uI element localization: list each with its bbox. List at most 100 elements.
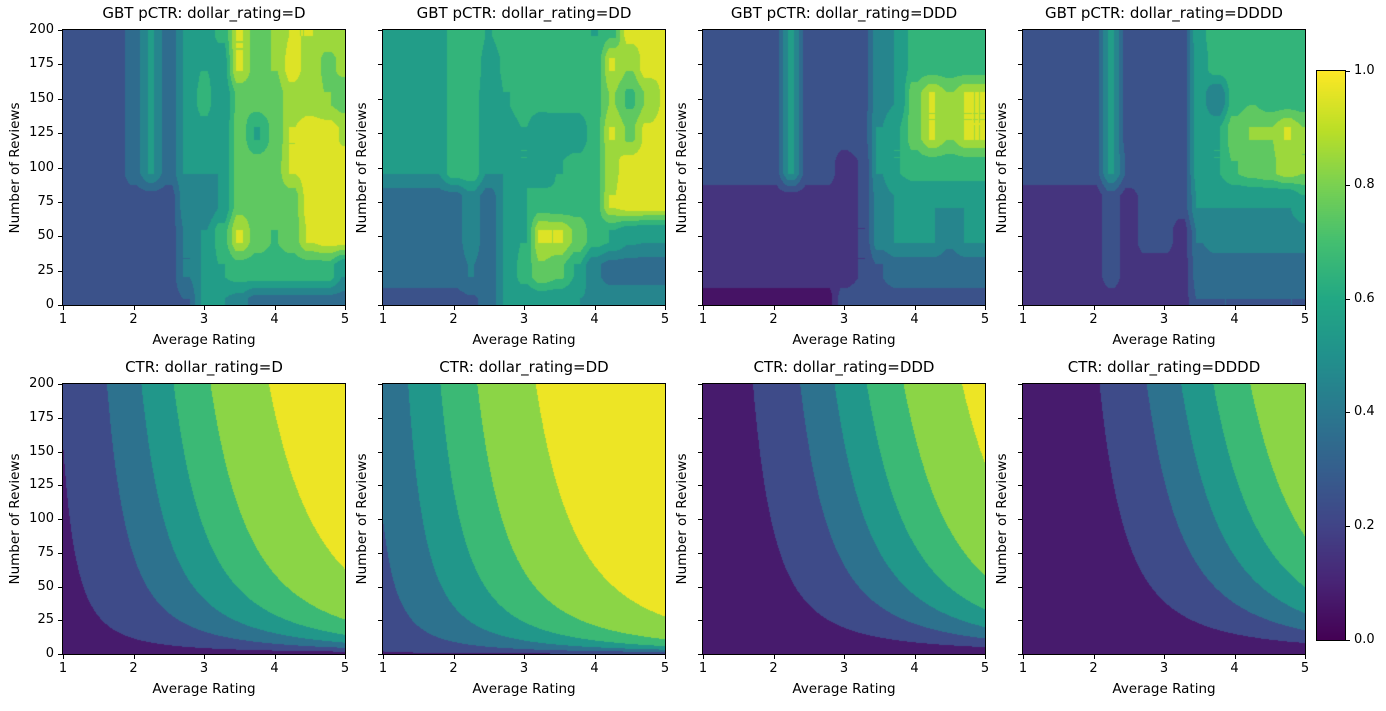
x-tick-label: 2	[769, 312, 778, 327]
y-tick-label: 0	[45, 646, 54, 661]
colorbar-tick-label: 0.8	[1354, 176, 1375, 192]
colorbar-tick-label: 0.0	[1354, 632, 1375, 647]
x-tick-label: 3	[839, 312, 849, 327]
x-tick-label: 2	[129, 312, 138, 327]
y-tick-label: 100	[29, 511, 54, 526]
colorbar	[1316, 70, 1346, 641]
x-tick-label: 5	[340, 661, 350, 676]
y-tick-mark	[58, 270, 62, 272]
y-axis-label: Number of Reviews	[7, 453, 23, 585]
x-tick-mark	[665, 655, 666, 659]
y-tick-mark	[58, 167, 62, 169]
y-tick-label: 50	[37, 578, 54, 594]
y-tick-mark	[698, 305, 702, 306]
x-tick-mark	[204, 306, 205, 310]
y-tick-mark	[378, 133, 382, 135]
y-tick-mark	[1018, 98, 1022, 100]
y-tick-mark	[698, 167, 702, 169]
x-tick-mark	[1305, 306, 1306, 310]
subplot-title: CTR: dollar_rating=DDD	[753, 358, 935, 376]
y-tick-mark	[698, 451, 702, 453]
x-tick-mark	[1093, 306, 1095, 310]
x-tick-mark	[524, 306, 525, 310]
y-tick-mark	[58, 654, 62, 655]
x-tick-label: 3	[199, 312, 209, 327]
y-tick-mark	[698, 201, 702, 203]
x-tick-label: 3	[519, 312, 529, 327]
x-tick-label: 4	[590, 312, 599, 327]
x-tick-mark	[274, 306, 276, 310]
x-tick-mark	[1164, 306, 1165, 310]
x-tick-label: 3	[839, 661, 849, 676]
x-axis-label: Average Rating	[1112, 332, 1216, 348]
subplot-title: GBT pCTR: dollar_rating=DD	[416, 4, 632, 22]
x-tick-label: 5	[660, 661, 670, 676]
y-tick-mark	[378, 236, 382, 238]
x-tick-label: 3	[1159, 661, 1169, 676]
y-tick-mark	[58, 485, 62, 487]
x-tick-mark	[1305, 655, 1306, 659]
x-tick-label: 1	[378, 661, 388, 676]
x-tick-mark	[133, 306, 135, 310]
x-tick-mark	[204, 655, 205, 659]
y-tick-label: 25	[37, 612, 54, 628]
x-tick-mark	[133, 655, 135, 659]
x-tick-mark	[524, 655, 525, 659]
y-tick-mark	[58, 133, 62, 135]
x-tick-mark	[773, 306, 775, 310]
x-tick-label: 1	[698, 312, 708, 327]
x-tick-mark	[773, 655, 775, 659]
x-axis-label: Average Rating	[472, 332, 576, 348]
y-tick-mark	[378, 270, 382, 272]
y-tick-mark	[698, 98, 702, 100]
colorbar-tick-mark	[1345, 298, 1350, 300]
y-tick-mark	[1018, 620, 1022, 622]
subplot-title: GBT pCTR: dollar_rating=DDD	[730, 4, 958, 22]
plot-canvas	[1022, 383, 1306, 655]
y-tick-mark	[698, 417, 702, 419]
plot-canvas	[382, 383, 666, 655]
y-tick-mark	[698, 133, 702, 135]
x-tick-mark	[1164, 655, 1165, 659]
y-tick-mark	[698, 64, 702, 66]
x-tick-label: 1	[698, 661, 708, 676]
y-tick-mark	[698, 552, 702, 554]
x-tick-label: 1	[58, 661, 68, 676]
x-tick-label: 1	[378, 312, 388, 327]
plot-canvas	[62, 29, 346, 306]
y-axis-label: Number of Reviews	[674, 101, 690, 234]
x-tick-label: 2	[1089, 661, 1098, 676]
x-tick-mark	[914, 655, 916, 659]
subplot-title: CTR: dollar_rating=DDDD	[1067, 358, 1261, 376]
x-tick-label: 4	[590, 661, 599, 676]
x-tick-mark	[914, 306, 916, 310]
x-tick-mark	[665, 306, 666, 310]
y-tick-mark	[1018, 451, 1022, 453]
y-tick-label: 125	[29, 125, 54, 141]
y-tick-mark	[1018, 133, 1022, 135]
y-tick-mark	[58, 236, 62, 238]
colorbar-tick-label: 0.2	[1354, 518, 1375, 534]
x-tick-label: 4	[270, 312, 279, 327]
x-tick-label: 2	[449, 312, 458, 327]
x-tick-label: 1	[1018, 312, 1028, 327]
x-tick-mark	[345, 655, 346, 659]
y-tick-label: 150	[29, 443, 54, 459]
y-tick-mark	[1018, 270, 1022, 272]
x-tick-mark	[453, 306, 455, 310]
y-axis-label: Number of Reviews	[994, 453, 1010, 585]
x-tick-label: 3	[519, 661, 529, 676]
colorbar-tick-mark	[1345, 526, 1350, 528]
y-tick-mark	[58, 417, 62, 419]
y-tick-label: 125	[29, 477, 54, 493]
y-tick-mark	[1018, 417, 1022, 419]
y-tick-mark	[58, 620, 62, 622]
x-axis-label: Average Rating	[152, 681, 256, 697]
x-tick-label: 3	[1159, 312, 1169, 327]
y-tick-label: 200	[29, 376, 54, 391]
x-tick-mark	[594, 655, 596, 659]
colorbar-tick-label: 1.0	[1354, 63, 1375, 78]
y-tick-mark	[698, 30, 702, 31]
x-tick-label: 4	[910, 661, 919, 676]
y-tick-label: 25	[37, 262, 54, 278]
